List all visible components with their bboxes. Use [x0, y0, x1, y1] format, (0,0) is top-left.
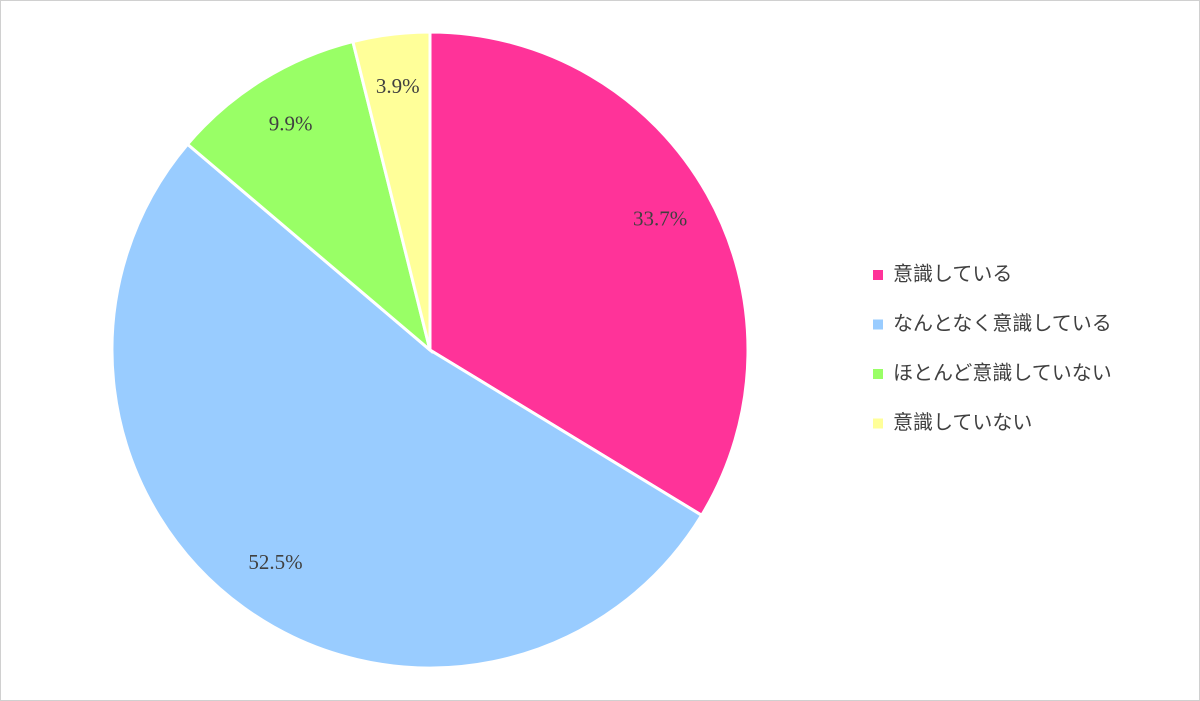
legend-label: 意識している: [893, 262, 1012, 286]
legend-label: なんとなく意識している: [893, 311, 1112, 335]
pie-slice: [428, 30, 750, 518]
legend-marker: [873, 418, 883, 429]
pie-slice: [351, 30, 432, 351]
data-label: 3.9%: [376, 74, 420, 98]
legend-marker: [873, 369, 883, 379]
legend-label: 意識していない: [893, 410, 1032, 434]
legend-label: ほとんど意識していない: [893, 361, 1112, 385]
pie-slice: [110, 142, 704, 670]
data-label: 9.9%: [269, 112, 313, 136]
data-label: 52.5%: [248, 550, 302, 574]
legend-marker: [873, 270, 883, 280]
data-label: 33.7%: [633, 206, 687, 230]
pie-slice: [185, 39, 433, 355]
legend-marker: [873, 319, 883, 330]
